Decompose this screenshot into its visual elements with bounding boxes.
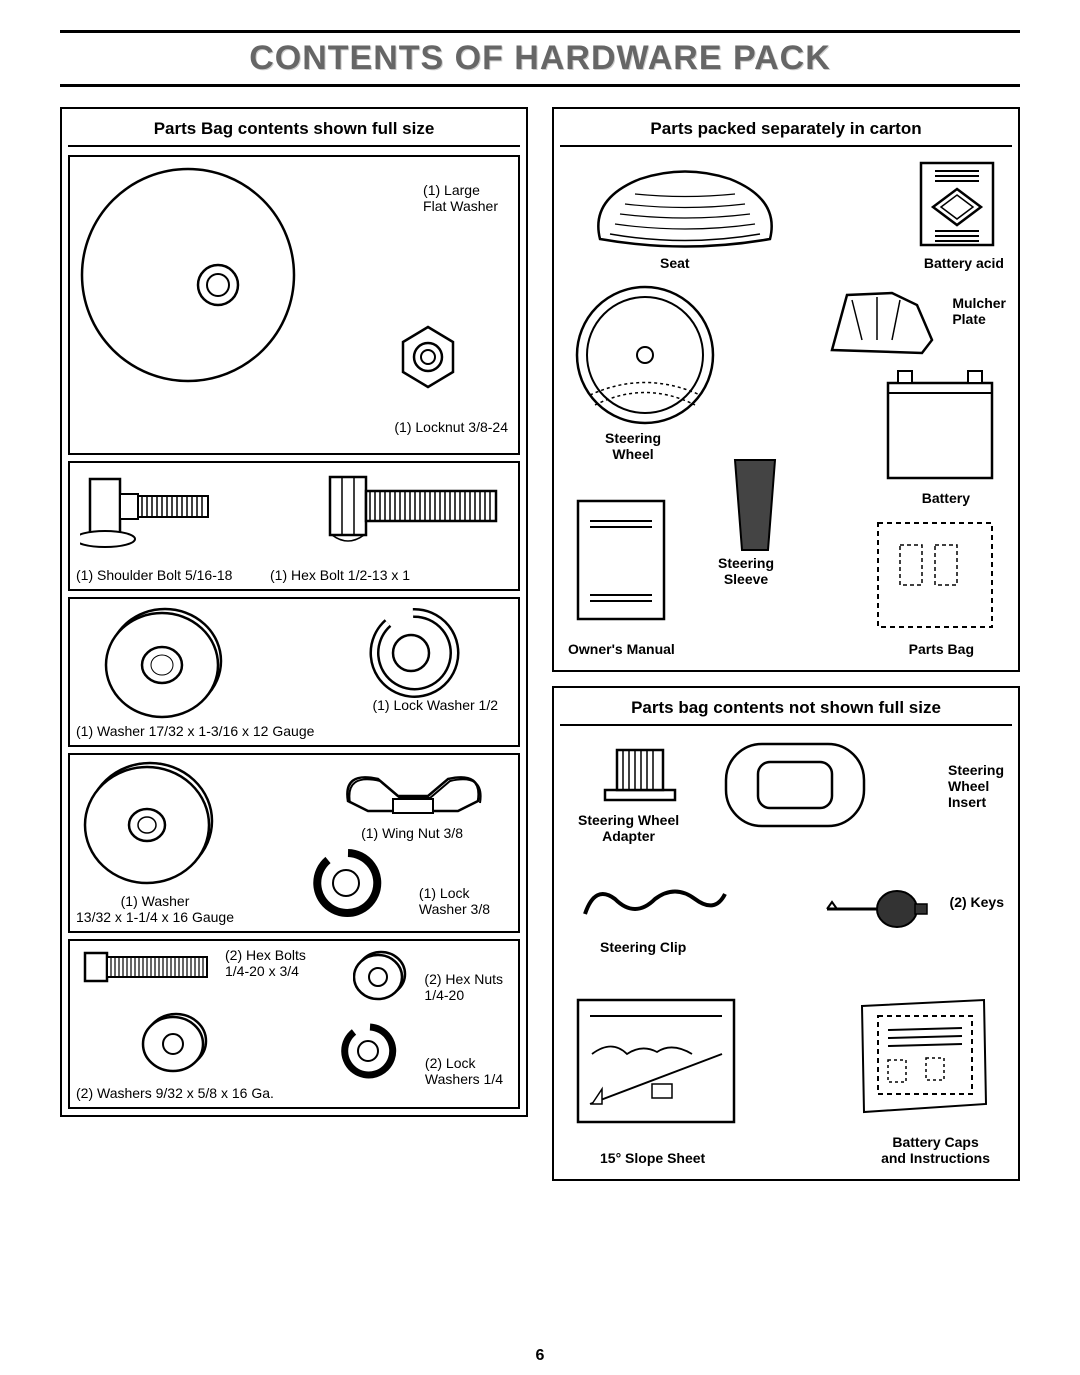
wing-nut-icon: [338, 761, 488, 821]
locknut-icon: [393, 322, 463, 392]
keys-label: (2) Keys: [950, 894, 1004, 910]
battery-caps-icon: [854, 994, 994, 1119]
right-column: Parts packed separately in carton Seat: [552, 107, 1020, 1181]
steering-adapter-icon: [595, 740, 685, 810]
steering-clip-icon: [575, 874, 735, 934]
shoulder-bolt-icon: [80, 469, 230, 554]
parts-bag-not-full-size-panel: Parts bag contents not shown full size S…: [552, 686, 1020, 1181]
parts-bag-label: Parts Bag: [909, 641, 974, 657]
hex-bolt-icon: [320, 469, 510, 554]
steering-wheel-label: Steering Wheel: [605, 430, 661, 462]
battery-label: Battery: [922, 490, 970, 506]
lock-washer-12-label: (1) Lock Washer 1/2: [372, 697, 498, 713]
battery-icon: [880, 365, 1000, 485]
sub-panel-4: (1) Wing Nut 3/8 (1) Washer 13/32 x 1-1/…: [68, 753, 520, 933]
mulcher-plate-icon: [822, 285, 942, 365]
page-number: 6: [0, 1347, 1080, 1365]
hex-bolts-2-icon: [80, 949, 220, 989]
lock-washers-2-icon: [338, 1021, 403, 1081]
steering-sleeve-label: Steering Sleeve: [718, 555, 774, 587]
battery-caps-label: Battery Caps and Instructions: [881, 1134, 990, 1166]
hex-bolt-label: (1) Hex Bolt 1/2-13 x 1: [270, 567, 410, 583]
hex-nuts-2-icon: [353, 947, 408, 1002]
keys-icon: [822, 884, 932, 934]
page-title: CONTENTS OF HARDWARE PACK: [60, 30, 1020, 87]
washer-13-32-icon: [80, 759, 220, 889]
steering-clip-label: Steering Clip: [600, 939, 686, 955]
battery-acid-label: Battery acid: [924, 255, 1004, 271]
owners-manual-icon: [572, 495, 672, 625]
parts-separate-panel: Parts packed separately in carton Seat: [552, 107, 1020, 672]
mulcher-plate-label: Mulcher Plate: [952, 295, 1006, 327]
steering-insert-icon: [720, 738, 870, 833]
sub-panel-3: (1) Lock Washer 1/2 (1) Washer 17/32 x 1…: [68, 597, 520, 747]
sub-panel-5: (2) Hex Bolts 1/4-20 x 3/4 (2) Hex Nuts …: [68, 939, 520, 1109]
seat-icon: [580, 159, 790, 254]
parts-bag-full-size-panel: Parts Bag contents shown full size (1) L…: [60, 107, 528, 1117]
steering-adapter-label: Steering Wheel Adapter: [578, 812, 679, 844]
lock-washer-38-label: (1) Lock Washer 3/8: [419, 885, 490, 917]
content-columns: Parts Bag contents shown full size (1) L…: [60, 107, 1020, 1181]
seat-label: Seat: [660, 255, 690, 271]
slope-sheet-label: 15° Slope Sheet: [600, 1150, 705, 1166]
lock-washer-38-icon: [308, 845, 388, 920]
owners-manual-label: Owner's Manual: [568, 641, 675, 657]
left-panel-header: Parts Bag contents shown full size: [68, 115, 520, 147]
sub-panel-1: (1) Large Flat Washer (1) Locknut 3/8-24: [68, 155, 520, 455]
lock-washer-12-icon: [358, 603, 468, 703]
washer-13-32-label: (1) Washer 13/32 x 1-1/4 x 16 Gauge: [76, 893, 234, 925]
wing-nut-label: (1) Wing Nut 3/8: [361, 825, 463, 841]
sub-panel-2: (1) Shoulder Bolt 5/16-18 (1) Hex Bolt 1…: [68, 461, 520, 591]
battery-acid-icon: [915, 157, 1000, 252]
large-flat-washer-label: (1) Large Flat Washer: [423, 182, 498, 214]
left-column: Parts Bag contents shown full size (1) L…: [60, 107, 528, 1181]
steering-insert-label: Steering Wheel Insert: [948, 762, 1004, 810]
lock-washers-2-label: (2) Lock Washers 1/4: [425, 1055, 503, 1087]
locknut-label: (1) Locknut 3/8-24: [394, 419, 508, 435]
shoulder-bolt-label: (1) Shoulder Bolt 5/16-18: [76, 567, 232, 583]
large-flat-washer-icon: [78, 165, 308, 395]
steering-sleeve-icon: [720, 455, 790, 555]
hex-nuts-2-label: (2) Hex Nuts 1/4-20: [424, 971, 503, 1003]
right-bottom-header: Parts bag contents not shown full size: [560, 694, 1012, 726]
washers-2-label: (2) Washers 9/32 x 5/8 x 16 Ga.: [76, 1085, 274, 1101]
washer-17-32-icon: [100, 603, 230, 723]
steering-wheel-icon: [570, 280, 720, 430]
hex-bolts-2-label: (2) Hex Bolts 1/4-20 x 3/4: [225, 947, 306, 979]
washer-17-32-label: (1) Washer 17/32 x 1-3/16 x 12 Gauge: [76, 723, 314, 739]
washers-2-icon: [140, 1011, 210, 1076]
slope-sheet-icon: [572, 994, 742, 1129]
right-top-header: Parts packed separately in carton: [560, 115, 1012, 147]
parts-bag-icon: [870, 515, 1000, 635]
